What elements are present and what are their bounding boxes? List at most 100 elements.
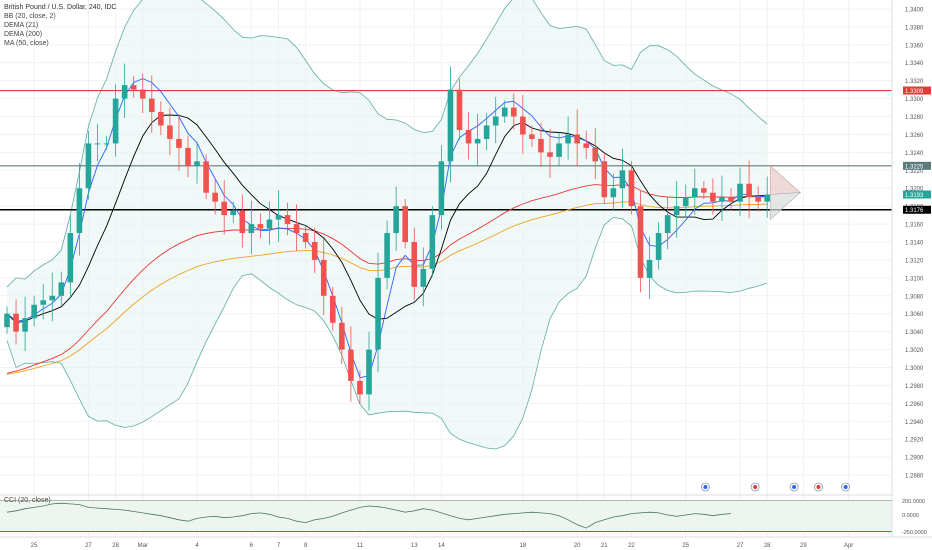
- candle-body: [302, 233, 309, 243]
- symbol-title: British Pound / U.S. Dollar, 240, IDC: [4, 4, 117, 11]
- horizontal-levels: [0, 89, 892, 211]
- candle-body: [194, 161, 200, 166]
- candle-body: [402, 206, 408, 243]
- time-tick-label: 21: [601, 543, 608, 549]
- time-tick-label: 25: [682, 543, 689, 549]
- cci-line: [6, 502, 732, 529]
- candle-body: [284, 215, 291, 225]
- cci-band: [0, 500, 892, 532]
- price-tick-label: 1.3240: [905, 151, 924, 157]
- cci-tick-label: 200.0000: [902, 499, 925, 505]
- time-tick-label: 7: [277, 543, 281, 549]
- price-tick-label: 1.2960: [905, 402, 924, 408]
- event-flag-dot: [792, 485, 797, 489]
- candle-body: [366, 349, 372, 395]
- candle-body: [393, 206, 399, 234]
- time-tick-label: 28: [764, 543, 771, 549]
- candle-body: [185, 147, 191, 166]
- ma50-line: [6, 114, 768, 324]
- candle-body: [149, 98, 155, 113]
- candles: [4, 63, 770, 411]
- candle-body: [311, 242, 318, 260]
- price-tick-label: 1.3040: [905, 330, 924, 336]
- candle-body: [411, 242, 418, 287]
- time-tick-label: 29: [800, 543, 807, 549]
- candle-body: [728, 197, 734, 202]
- candle-body: [746, 183, 752, 198]
- time-tick-label: 27: [85, 543, 92, 549]
- candle-body: [492, 116, 499, 126]
- candle-body: [357, 380, 363, 395]
- price-tick-label: 1.3060: [905, 312, 924, 318]
- candle-body: [501, 107, 508, 117]
- indicator-dema21: DEMA (21): [4, 22, 39, 29]
- time-tick-label: Mar: [138, 543, 148, 549]
- event-flag-dot: [816, 485, 821, 489]
- candle-body: [710, 192, 716, 202]
- candle-body: [429, 215, 436, 269]
- candle-body: [49, 295, 56, 301]
- candle-body: [230, 210, 237, 216]
- price-tick-label: 1.3400: [905, 7, 924, 13]
- price-tick-label: 1.2980: [905, 384, 924, 390]
- candle-body: [529, 134, 535, 139]
- time-tick-label: 22: [628, 543, 635, 549]
- candle-body: [673, 206, 680, 216]
- time-tick-label: 20: [574, 543, 581, 549]
- price-tick-label: 1.3200: [905, 187, 924, 193]
- candle-body: [76, 188, 83, 234]
- candle-body: [538, 138, 544, 153]
- price-tick-label: 1.2920: [905, 438, 924, 444]
- candle-body: [465, 129, 472, 144]
- price-tick-label: 1.3360: [905, 43, 924, 49]
- candle-body: [212, 192, 218, 202]
- time-tick-label: 27: [737, 543, 744, 549]
- event-flag-dot: [753, 485, 758, 489]
- candle-body: [348, 349, 354, 381]
- candle-body: [58, 282, 65, 296]
- candle-body: [664, 215, 671, 234]
- candle-body: [511, 107, 517, 117]
- price-tick-label: 1.3320: [905, 79, 924, 85]
- candle-body: [239, 210, 246, 234]
- price-tick-label: 1.2900: [905, 456, 924, 462]
- candle-body: [94, 143, 101, 145]
- candle-body: [456, 89, 463, 130]
- candle-body: [275, 215, 282, 220]
- price-label-text: 1.3225: [905, 164, 924, 170]
- candle-body: [574, 134, 580, 144]
- event-flag-dot: [843, 485, 848, 489]
- price-tick-label: 1.2940: [905, 420, 924, 426]
- candle-body: [320, 259, 327, 296]
- price-tick-label: 1.2880: [905, 474, 924, 480]
- forecast-lower: [769, 192, 802, 221]
- candle-body: [130, 85, 137, 90]
- bb-upper-line: [6, 0, 768, 288]
- candle-body: [520, 116, 526, 135]
- price-tick-label: 1.3220: [905, 169, 924, 175]
- price-label-badge: [903, 86, 931, 95]
- price-tick-label: 1.3300: [905, 97, 924, 103]
- candle-body: [121, 85, 128, 99]
- candle-body: [112, 98, 119, 144]
- candle-body: [203, 161, 209, 193]
- time-tick-label: 8: [304, 543, 308, 549]
- candle-body: [248, 224, 255, 234]
- candle-body: [22, 318, 28, 332]
- price-tick-label: 1.3080: [905, 294, 924, 300]
- candle-body: [103, 143, 110, 145]
- time-tick-label: 14: [438, 543, 445, 549]
- candle-body: [701, 188, 707, 193]
- candle-body: [764, 194, 770, 202]
- time-tick-label: 25: [31, 543, 38, 549]
- candle-body: [85, 143, 92, 189]
- candle-body: [719, 197, 725, 202]
- candle-body: [438, 161, 445, 216]
- price-tick-label: 1.3000: [905, 366, 924, 372]
- candle-body: [375, 277, 381, 350]
- price-label-text: 1.3309: [905, 89, 924, 95]
- indicator-bb: BB (20, close, 2): [4, 13, 56, 20]
- candle-body: [755, 197, 761, 202]
- time-tick-label: 6: [250, 543, 254, 549]
